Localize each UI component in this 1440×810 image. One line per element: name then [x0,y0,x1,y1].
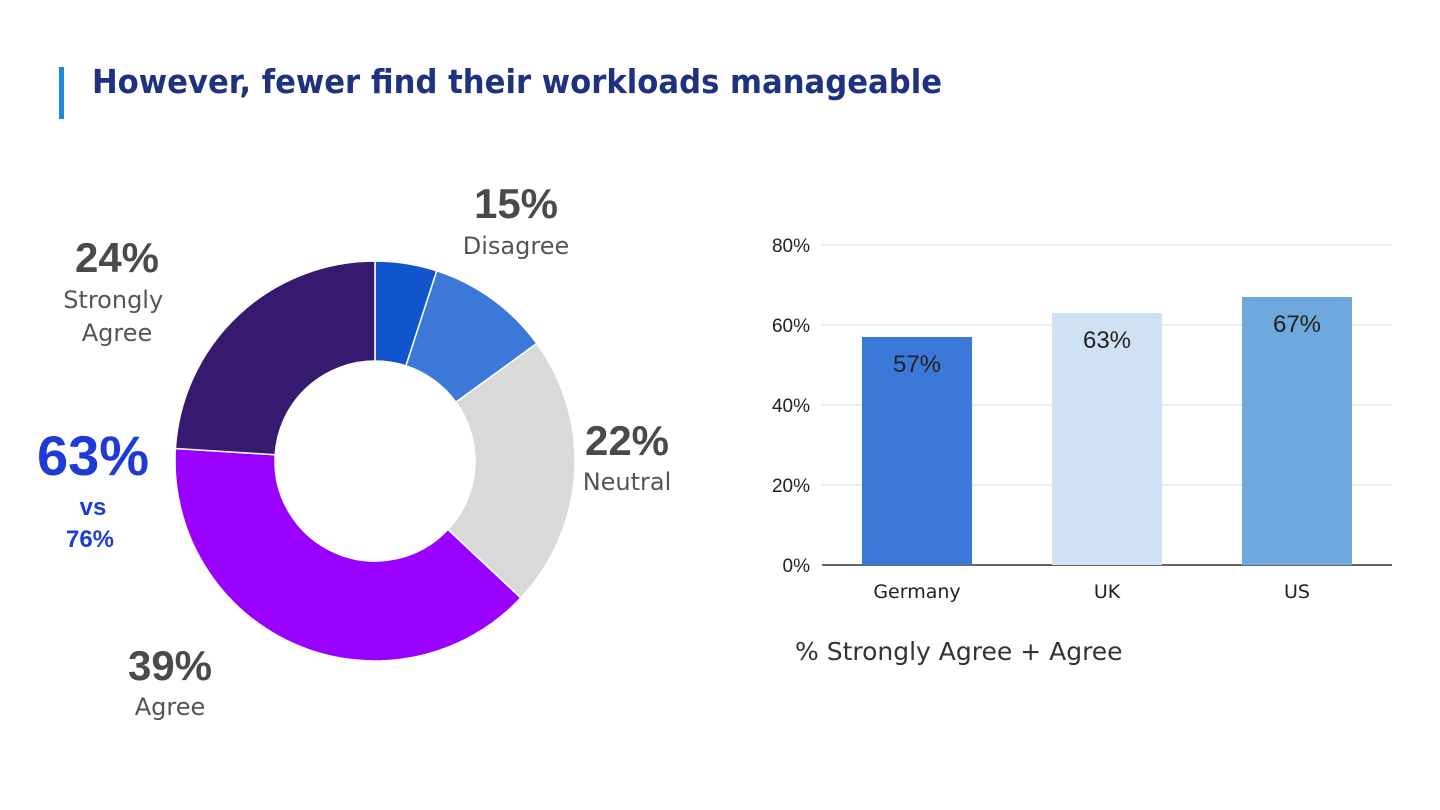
bar-value-label: 63% [1083,327,1131,354]
bar-category-label: UK [1094,581,1121,603]
bar-category-label: US [1284,581,1310,603]
donut-label-disagree-pct: 15% [474,180,558,227]
bar-y-tick-label: 80% [772,236,810,257]
bar-y-tick-label: 20% [772,476,810,497]
donut-slice-agree [174,447,522,662]
bar-value-label: 57% [893,351,941,378]
strongly-agree-line-1: Strongly [63,286,163,314]
title-accent-bar [59,67,64,119]
donut-label-agree-pct: 39% [128,642,212,689]
donut-label-agree-text: Agree [135,693,206,721]
donut-label-neutral-text: Neutral [583,468,672,496]
donut-label-disagree-text: Disagree [463,232,569,260]
bar-chart-caption: % Strongly Agree + Agree [795,637,1123,666]
bar-y-tick-label: 60% [772,316,810,337]
bar-germany [862,337,972,565]
donut-chart [174,260,576,662]
comparison-other-value: 76% [66,526,114,553]
page-title: However, fewer find their workloads mana… [92,62,943,101]
bar-y-tick-label: 0% [783,556,811,577]
donut-label-strongly-agree-pct: 24% [75,234,159,281]
donut-label-strongly-agree-text: Strongly Agree [63,286,171,347]
donut-slice-strongly-agree [174,260,376,456]
bar-us [1242,297,1352,565]
strongly-agree-line-2: Agree [82,319,153,347]
bar-category-label: Germany [873,581,960,603]
donut-label-neutral-pct: 22% [585,417,669,464]
comparison-vs: vs [80,494,107,521]
bar-chart: 0% 20% 40% 60% 80% 57% Germany 63% UK 67% US [772,236,1392,603]
bar-y-tick-label: 40% [772,396,810,417]
donut-slice-neutral [446,342,576,599]
bar-uk [1052,313,1162,565]
comparison-big-value: 63% [37,424,149,487]
bar-value-label: 67% [1273,311,1321,338]
